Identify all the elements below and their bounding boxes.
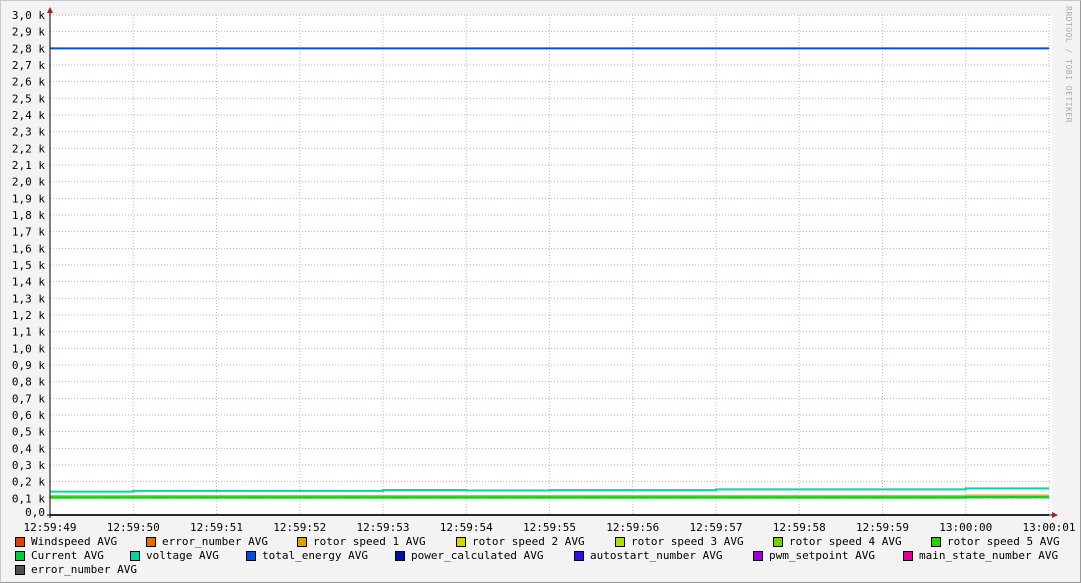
legend-item: power_calculated AVG [395,549,543,563]
legend-item: Current AVG [15,549,104,563]
y-tick-label: 2,6 k [12,76,45,89]
x-tick-label: 12:59:56 [606,521,659,534]
legend-label: rotor speed 3 AVG [631,535,744,548]
legend-swatch [246,551,256,561]
watermark: RRDTOOL / TOBI OETIKER [1064,6,1073,123]
y-tick-label: 0,0 [25,506,45,519]
legend-item: voltage AVG [130,549,219,563]
legend-item: Windspeed AVG [15,535,117,549]
legend-swatch [15,537,25,547]
y-tick-label: 0,4 k [12,442,45,455]
y-tick-label: 2,9 k [12,26,45,39]
x-tick-label: 13:00:00 [939,521,992,534]
legend-swatch [297,537,307,547]
legend-swatch [773,537,783,547]
legend-label: pwm_setpoint AVG [769,549,875,562]
legend-item: rotor speed 2 AVG [456,535,585,549]
legend-label: Windspeed AVG [31,535,118,548]
legend-item: rotor speed 5 AVG [931,535,1060,549]
legend-swatch [146,537,156,547]
legend-label: main_state_number AVG [919,549,1059,562]
y-tick-label: 1,6 k [12,242,45,255]
y-tick-label: 1,5 k [12,259,45,272]
x-tick-label: 12:59:53 [357,521,410,534]
legend-label: rotor speed 2 AVG [472,535,585,548]
legend-label: total_energy AVG [262,549,368,562]
x-tick-label: 12:59:58 [773,521,826,534]
legend-item: rotor speed 3 AVG [615,535,744,549]
legend-swatch [753,551,763,561]
legend-item: error_number AVG [146,535,268,549]
x-tick-label: 12:59:52 [273,521,326,534]
y-tick-label: 3,0 k [12,9,45,22]
x-tick-label: 12:59:59 [856,521,909,534]
legend-item: main_state_number AVG [903,549,1058,563]
legend-swatch [395,551,405,561]
legend-label: voltage AVG [146,549,219,562]
legend-item: error_number AVG [15,563,137,577]
x-axis-arrow-icon [1052,512,1058,518]
legend-swatch [15,565,25,575]
legend-label: rotor speed 4 AVG [789,535,902,548]
y-axis-arrow-icon [47,7,53,13]
x-tick-label: 13:00:01 [1023,521,1076,534]
y-tick-label: 2,8 k [12,42,45,55]
legend-swatch [456,537,466,547]
y-tick-label: 2,1 k [12,159,45,172]
legend-item: autostart_number AVG [574,549,722,563]
legend-label: Current AVG [31,549,104,562]
y-tick-label: 2,5 k [12,92,45,105]
legend-item: rotor speed 1 AVG [297,535,426,549]
x-tick-label: 12:59:49 [24,521,77,534]
y-tick-label: 1,4 k [12,276,45,289]
y-tick-label: 0,7 k [12,392,45,405]
legend-swatch [931,537,941,547]
y-tick-label: 0,5 k [12,426,45,439]
y-tick-label: 0,3 k [12,459,45,472]
y-tick-label: 2,4 k [12,109,45,122]
y-tick-label: 1,1 k [12,326,45,339]
legend-swatch [15,551,25,561]
x-tick-label: 12:59:54 [440,521,493,534]
x-tick-label: 12:59:57 [690,521,743,534]
y-tick-label: 0,9 k [12,359,45,372]
legend-label: error_number AVG [31,563,137,576]
legend-item: pwm_setpoint AVG [753,549,875,563]
y-tick-label: 0,1 k [12,492,45,505]
legend-label: error_number AVG [162,535,268,548]
legend-item: rotor speed 4 AVG [773,535,902,549]
series-line-8 [50,487,1049,493]
y-tick-label: 1,2 k [12,309,45,322]
y-tick-label: 1,0 k [12,342,45,355]
y-tick-label: 2,0 k [12,176,45,189]
legend-label: rotor speed 1 AVG [313,535,426,548]
y-tick-label: 1,3 k [12,292,45,305]
legend-swatch [903,551,913,561]
y-tick-label: 2,7 k [12,59,45,72]
legend-label: autostart_number AVG [590,549,723,562]
legend-swatch [574,551,584,561]
y-tick-label: 0,8 k [12,376,45,389]
y-tick-label: 0,6 k [12,409,45,422]
y-tick-label: 1,9 k [12,192,45,205]
y-tick-label: 1,7 k [12,226,45,239]
x-tick-label: 12:59:55 [523,521,576,534]
y-tick-label: 2,3 k [12,126,45,139]
y-tick-label: 1,8 k [12,209,45,222]
y-tick-label: 0,2 k [12,476,45,489]
legend-swatch [615,537,625,547]
x-tick-label: 12:59:50 [107,521,160,534]
legend-label: rotor speed 5 AVG [947,535,1060,548]
legend-label: power_calculated AVG [411,549,544,562]
y-tick-label: 2,2 k [12,142,45,155]
legend-item: total_energy AVG [246,549,368,563]
x-tick-label: 12:59:51 [190,521,243,534]
legend-swatch [130,551,140,561]
